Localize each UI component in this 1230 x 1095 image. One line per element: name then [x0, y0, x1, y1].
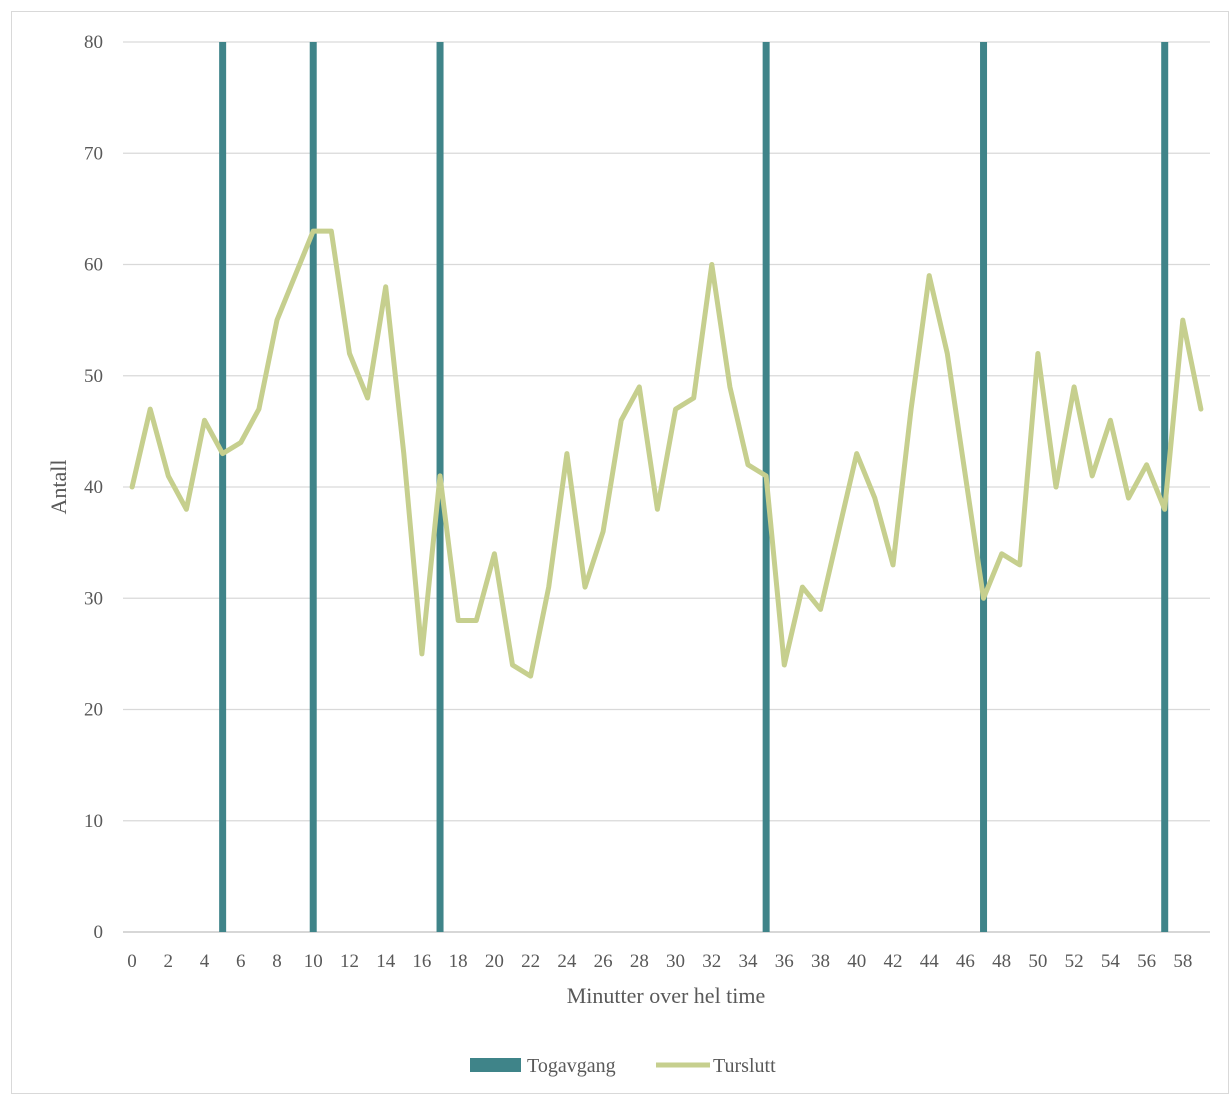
- x-tick-label: 2: [164, 951, 174, 972]
- chart-frame: [11, 11, 1229, 1094]
- legend-label-togavgang: Togavgang: [527, 1055, 616, 1077]
- y-tick-label: 60: [84, 255, 103, 276]
- x-tick-label: 58: [1173, 951, 1192, 972]
- y-tick-label: 20: [84, 700, 103, 721]
- x-tick-label: 38: [811, 951, 830, 972]
- bar-togavgang: [980, 42, 988, 932]
- x-tick-label: 28: [630, 951, 649, 972]
- gridlines: [123, 41, 1210, 933]
- series-line-turslutt: [129, 228, 1204, 679]
- x-axis-ticks: 0 2 4 6 8 10 12 14 16 18 20 22 24 26 28 30 32 34 36 38 40 42 4…: [127, 951, 1192, 972]
- x-tick-label: 24: [557, 951, 577, 972]
- legend: Togavgang Turslutt: [470, 1055, 776, 1077]
- x-tick-label: 40: [847, 951, 866, 972]
- x-tick-label: 14: [376, 951, 396, 972]
- x-tick-label: 48: [992, 951, 1011, 972]
- x-tick-label: 18: [449, 951, 468, 972]
- x-tick-label: 50: [1028, 951, 1047, 972]
- x-tick-label: 4: [200, 951, 210, 972]
- line-series-turslutt: [129, 228, 1204, 679]
- x-tick-label: 46: [956, 951, 975, 972]
- x-tick-label: 42: [883, 951, 902, 972]
- x-tick-label: 54: [1101, 951, 1121, 972]
- x-tick-label: 6: [236, 951, 246, 972]
- y-tick-label: 70: [84, 143, 103, 164]
- x-tick-label: 0: [127, 951, 137, 972]
- legend-label-turslutt: Turslutt: [713, 1055, 776, 1077]
- x-tick-label: 16: [412, 951, 431, 972]
- y-tick-label: 40: [84, 477, 103, 498]
- x-tick-label: 30: [666, 951, 685, 972]
- x-tick-label: 8: [272, 951, 282, 972]
- x-axis-title: Minutter over hel time: [567, 983, 766, 1008]
- y-axis-ticks: 0 10 20 30 40 50 60 70 80: [84, 32, 103, 943]
- x-tick-label: 22: [521, 951, 540, 972]
- x-tick-label: 12: [340, 951, 359, 972]
- y-axis-title: Antall: [46, 460, 71, 515]
- x-tick-label: 52: [1065, 951, 1084, 972]
- bar-togavgang: [219, 42, 227, 932]
- y-tick-label: 30: [84, 588, 103, 609]
- x-tick-label: 10: [304, 951, 323, 972]
- x-tick-label: 56: [1137, 951, 1156, 972]
- x-tick-label: 36: [775, 951, 794, 972]
- y-tick-label: 0: [94, 922, 104, 943]
- legend-swatch-togavgang: [470, 1058, 521, 1072]
- x-tick-label: 26: [594, 951, 613, 972]
- x-tick-label: 44: [920, 951, 940, 972]
- x-tick-label: 32: [702, 951, 721, 972]
- y-tick-label: 50: [84, 366, 103, 387]
- bar-togavgang: [309, 42, 317, 932]
- x-tick-label: 34: [739, 951, 759, 972]
- y-tick-label: 10: [84, 811, 103, 832]
- y-tick-label: 80: [84, 32, 103, 53]
- x-tick-label: 20: [485, 951, 504, 972]
